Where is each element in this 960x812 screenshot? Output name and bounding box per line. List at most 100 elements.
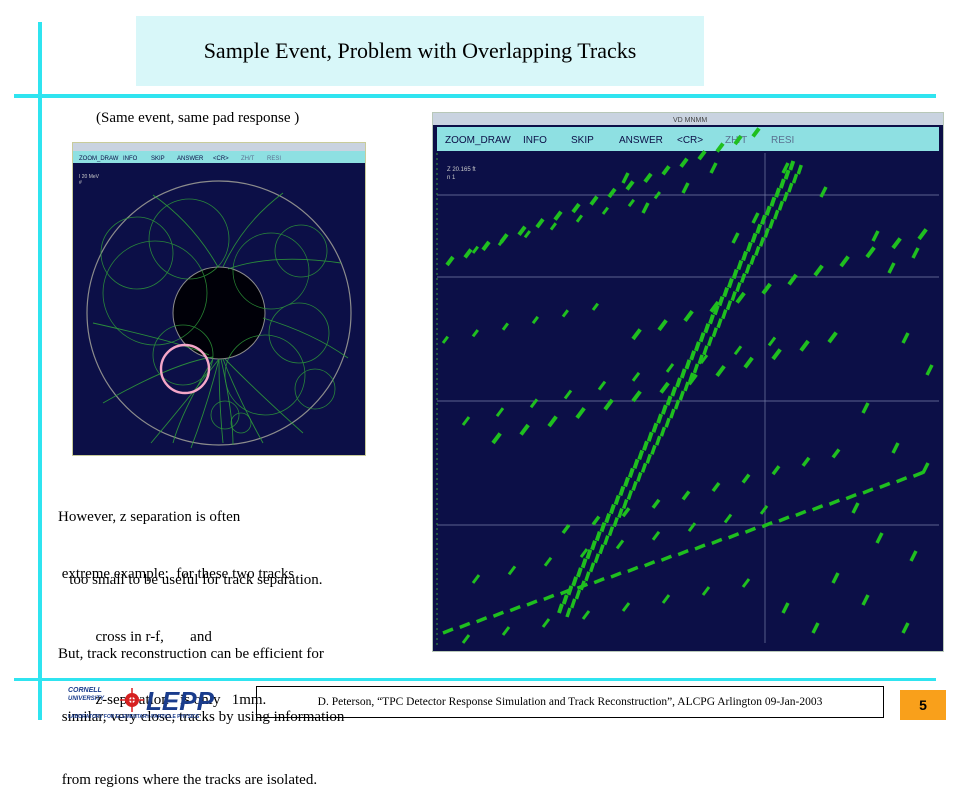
track-hit [851, 502, 860, 514]
track-hit [617, 508, 624, 519]
track-hit [675, 377, 682, 388]
title-divider-line [14, 94, 936, 98]
track-hit [651, 498, 661, 509]
track-hit [761, 282, 772, 295]
track-hit [669, 408, 676, 419]
track-hit [744, 526, 757, 534]
track-hit [731, 268, 739, 280]
track-hit [697, 149, 707, 161]
small-menu-item[interactable]: SKIP [151, 156, 165, 162]
track-hit [660, 404, 668, 415]
track-hit [783, 169, 791, 180]
zoomed-menu-item[interactable]: ZOOM_DRAW [445, 135, 511, 146]
track-hit [679, 157, 689, 168]
track-hit [565, 607, 572, 618]
track-hit [828, 498, 841, 506]
track-hit [799, 339, 810, 352]
track-hit [767, 336, 777, 347]
track-hit [646, 431, 654, 442]
zoomed-menu-item[interactable]: ANSWER [619, 135, 663, 146]
track-hit [782, 191, 789, 202]
track-hit [665, 395, 673, 406]
track-hit [670, 386, 678, 397]
track-hit [827, 331, 838, 344]
track-hit [497, 237, 506, 247]
track-hit [875, 532, 884, 544]
text-line: cross in r-f, and [58, 629, 212, 645]
track-hit [589, 195, 599, 206]
track-hit [632, 458, 640, 469]
outer-detector-circle [86, 180, 352, 446]
zoomed-menu-item[interactable]: RESI [771, 135, 794, 146]
track-hit [601, 206, 610, 215]
small-menu-item[interactable]: ZOOM_DRAW [79, 156, 119, 162]
zoomed-menu-item[interactable]: INFO [523, 135, 547, 146]
track-hit [570, 598, 577, 609]
track-hit [541, 618, 551, 628]
small-menu-item[interactable]: ANSWER [177, 156, 204, 162]
track-hit [615, 539, 625, 550]
track-hit [703, 323, 711, 334]
track-hit [711, 481, 721, 493]
track-hit [559, 588, 572, 596]
zoomed-event-display: VD MNMM ZOOM_DRAW INFO SKIP ANSWER <CR> … [432, 112, 944, 652]
subtitle: (Same event, same pad response ) [96, 110, 300, 126]
track-hit [702, 345, 709, 356]
track-hit [650, 444, 657, 455]
zoomed-display-svg: VD MNMM ZOOM_DRAW INFO SKIP ANSWER <CR> … [433, 113, 943, 651]
zoomed-info-line: n 1 [447, 175, 456, 181]
page-number-box: 5 [900, 690, 946, 720]
track-hit [693, 341, 701, 352]
small-display-svg: ZOOM_DRAW INFO SKIP ANSWER <CR> ZH/T RES… [73, 143, 365, 455]
small-menu-item[interactable]: ZH/T [241, 156, 255, 162]
track-hit [887, 262, 896, 274]
track-hit [599, 522, 607, 533]
track-hit [769, 196, 777, 207]
text-line: from regions where the tracks are isolat… [58, 772, 318, 788]
track-hit [681, 182, 690, 194]
track-hit [891, 442, 900, 454]
lepp-logo: CORNELL UNIVERSITY LEPP LABORATORY FOR E… [64, 682, 244, 720]
track-hit [637, 449, 645, 460]
zoomed-menu-item[interactable]: <CR> [677, 135, 703, 146]
track-hit [787, 182, 794, 193]
paragraph-z-separation: However, z separation is often too small… [58, 465, 323, 612]
track-hit [683, 309, 694, 323]
track-hit [621, 507, 631, 518]
track-hit [677, 548, 689, 557]
small-menu-item[interactable]: RESI [267, 156, 281, 162]
track-hit [653, 191, 662, 200]
track-hit [626, 489, 634, 501]
track-hit [768, 218, 775, 229]
track-hit [579, 548, 589, 558]
track-hit [590, 540, 597, 551]
track-hit [471, 574, 481, 584]
paragraph-extreme-example: extreme example: for these two tracks cr… [58, 522, 294, 732]
track-hit [751, 212, 760, 224]
track-hit [773, 209, 780, 220]
track-hit [631, 371, 641, 382]
zoomed-menu-item[interactable]: SKIP [571, 135, 594, 146]
track-hit [621, 602, 631, 612]
track-hit [831, 572, 840, 584]
track-hit [561, 594, 569, 605]
track-hit [591, 302, 600, 311]
track-hit [642, 440, 649, 451]
track-hit [471, 245, 479, 254]
small-info-line: I 20 MeV [79, 174, 100, 180]
track-hit [509, 604, 521, 613]
track-hit [709, 162, 718, 174]
track-hit [717, 296, 725, 307]
footer-divider-line [14, 678, 936, 681]
track-hit [861, 594, 870, 606]
small-menu-item[interactable]: INFO [123, 156, 138, 162]
track-hit [441, 335, 449, 344]
track-hit [588, 562, 596, 573]
track-hit [553, 210, 563, 221]
small-menu-item[interactable]: <CR> [213, 156, 229, 162]
track-hit [751, 127, 761, 138]
track-hit [623, 476, 630, 488]
track-hit [778, 515, 790, 523]
track-hit-layer [441, 127, 934, 644]
track-hit [603, 535, 610, 546]
